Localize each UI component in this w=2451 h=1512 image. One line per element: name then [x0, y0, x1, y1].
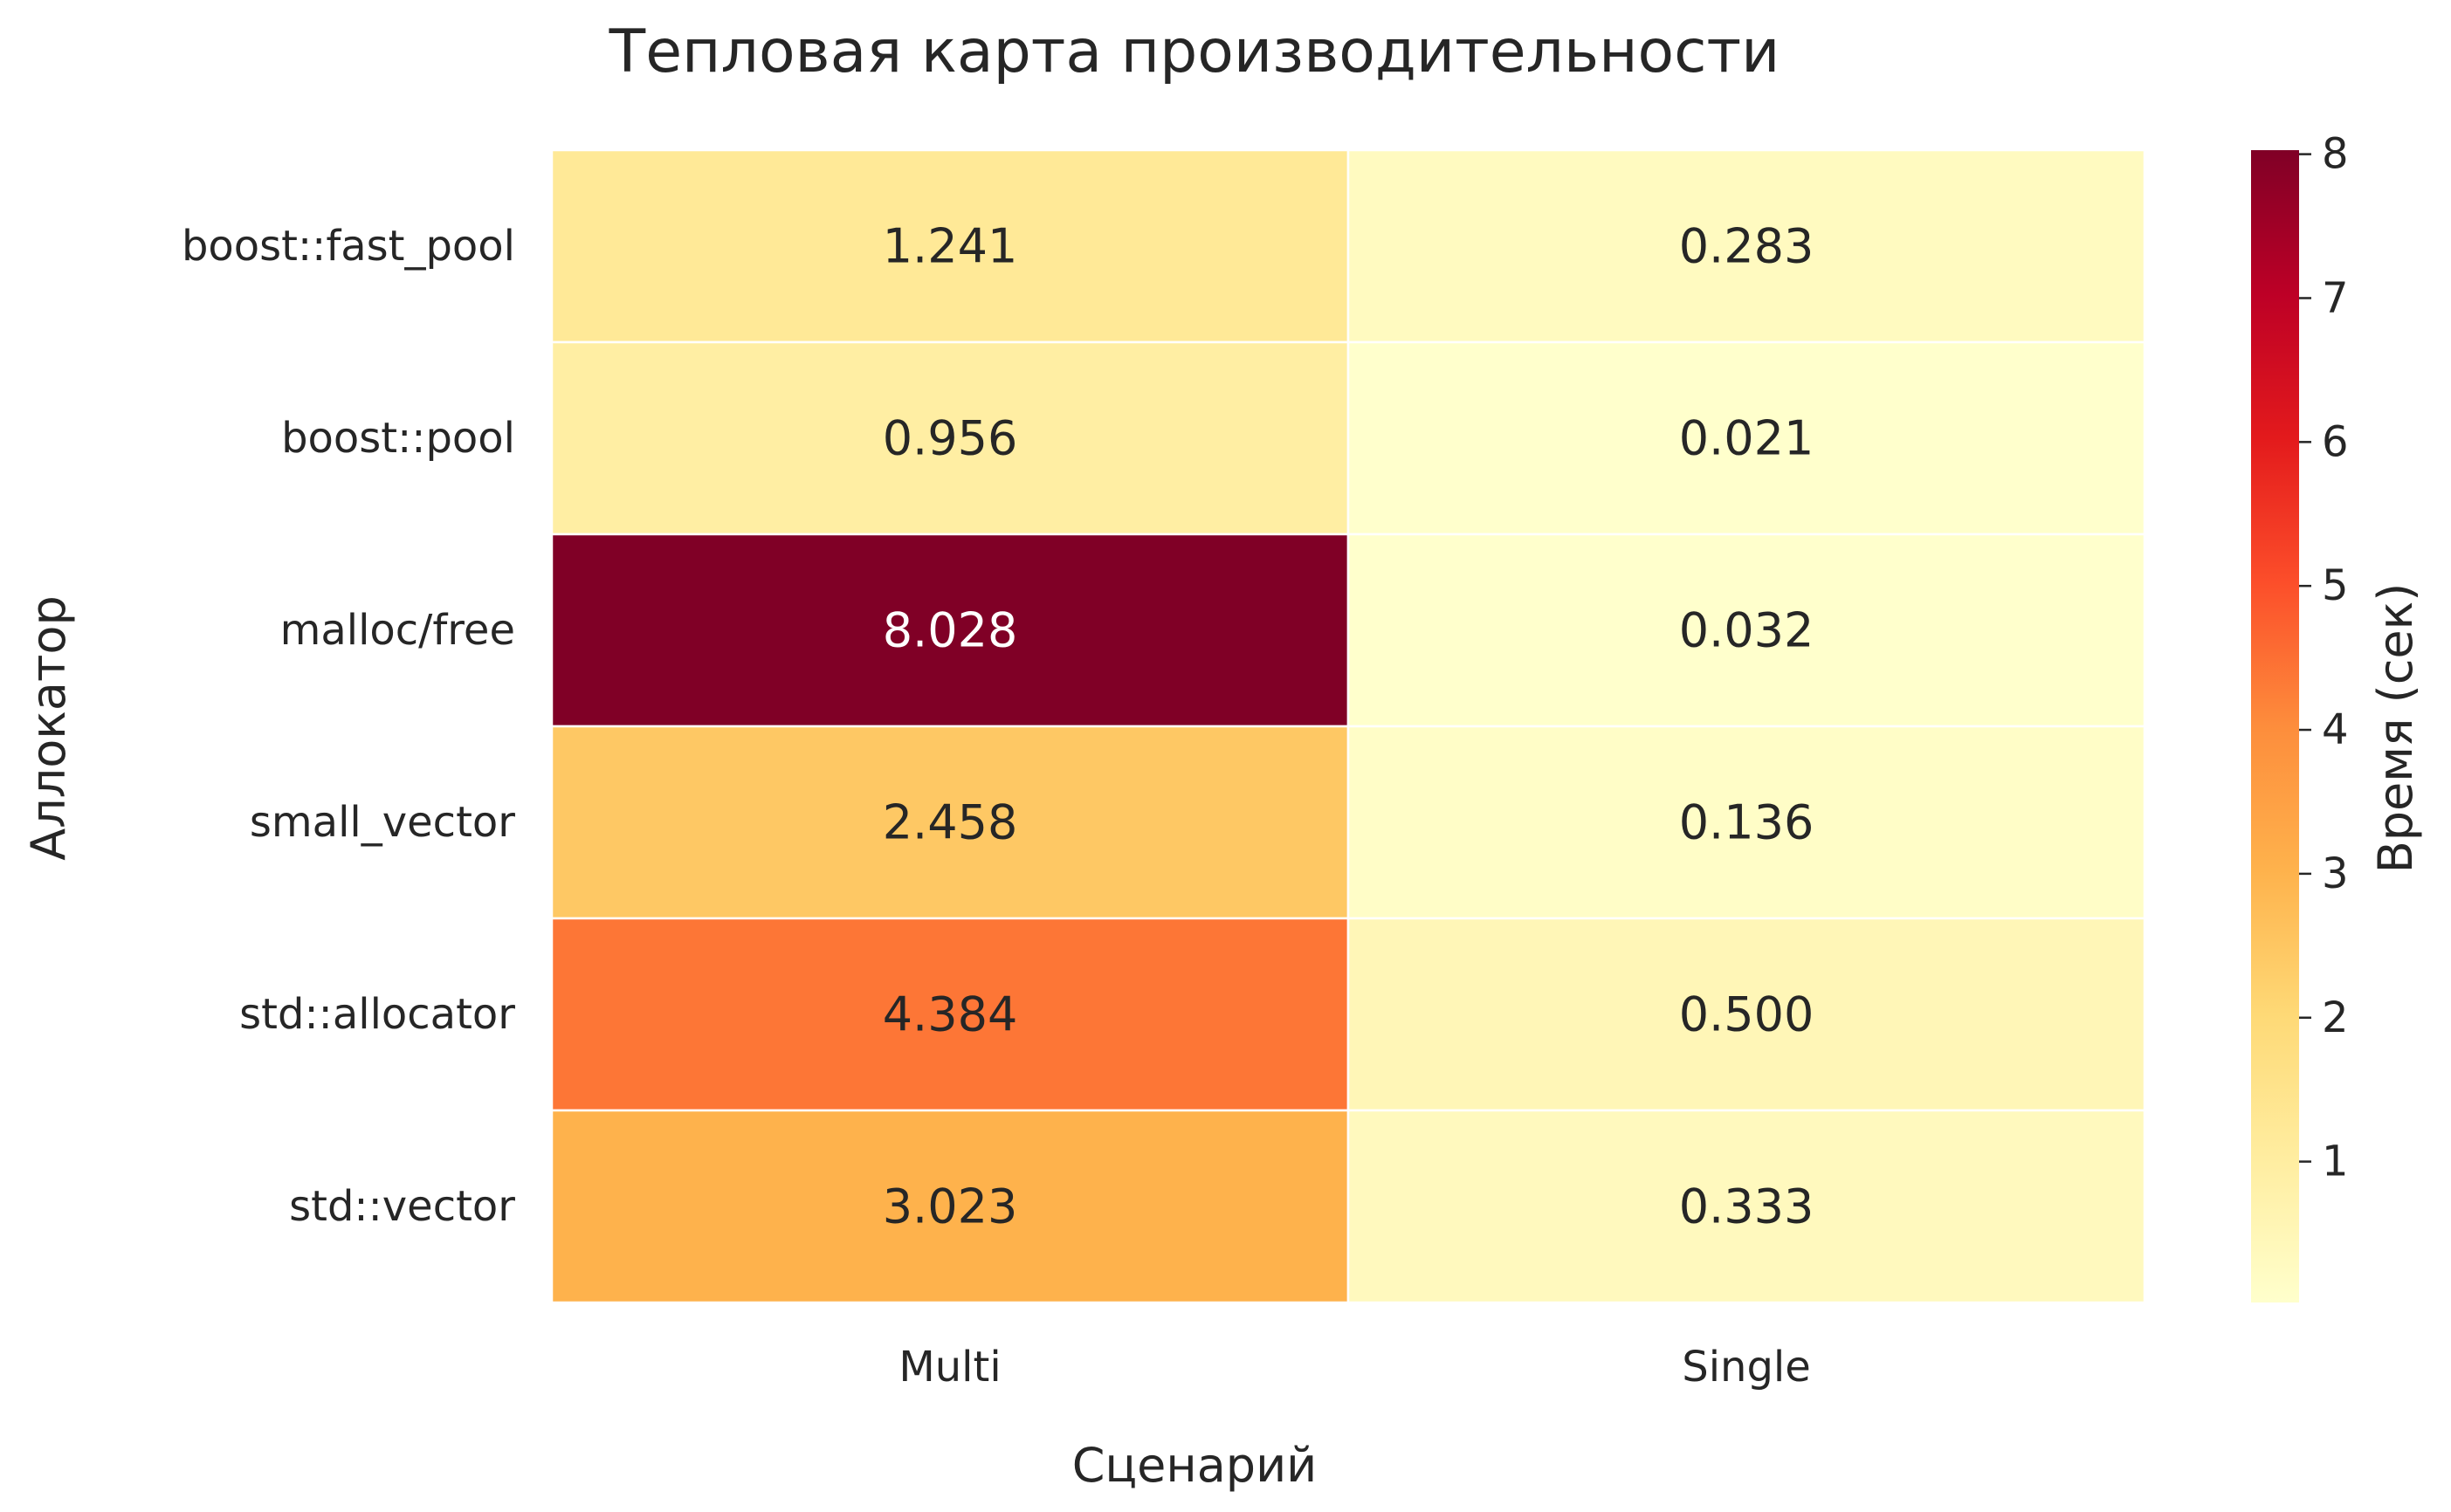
heatmap-cell — [1346, 148, 2146, 344]
cell-value-label: 8.028 — [883, 603, 1018, 658]
y-tick-label: boost::fast_pool — [182, 222, 515, 271]
chart-title: Тепловая карта производительности — [609, 17, 1780, 86]
heatmap-cell — [1346, 533, 2146, 728]
colorbar-tick-label: 3 — [2322, 849, 2349, 898]
heatmap-cell-labels: 1.241 0.283 0.956 0.021 8.028 0.032 2.458 0.136… — [883, 219, 1814, 1234]
cell-value-label: 0.021 — [1679, 411, 1814, 466]
colorbar-label: Время (сек) — [2368, 583, 2423, 874]
y-tick-label: malloc/free — [280, 606, 515, 655]
cell-value-label: 0.500 — [1679, 987, 1814, 1042]
cell-value-label: 0.032 — [1679, 603, 1814, 658]
heatmap-cell — [550, 340, 1350, 536]
y-tick-label: small_vector — [250, 798, 515, 847]
y-tick-label: std::allocator — [239, 990, 515, 1039]
colorbar-tick-label: 5 — [2322, 561, 2349, 610]
colorbar-tick-label: 4 — [2322, 705, 2349, 754]
cell-value-label: 0.956 — [883, 411, 1018, 466]
cell-value-label: 3.023 — [883, 1179, 1018, 1234]
heatmap-cells — [550, 148, 2146, 1304]
colorbar-tick-label: 6 — [2322, 417, 2349, 466]
colorbar-tick-label: 2 — [2322, 993, 2349, 1042]
colorbar-ticks: 1 2 3 4 5 6 7 8 — [2299, 130, 2349, 1186]
colorbar — [2251, 150, 2299, 1302]
y-axis-label: Аллокатор — [21, 595, 76, 861]
colorbar-tick-label: 7 — [2322, 273, 2349, 322]
heatmap-cell — [550, 533, 1350, 728]
x-tick-label: Single — [1682, 1343, 1811, 1392]
cell-value-label: 0.283 — [1679, 219, 1814, 274]
x-tick-label: Multi — [898, 1343, 1001, 1392]
x-tick-labels: Multi Single — [898, 1343, 1810, 1392]
cell-value-label: 0.136 — [1679, 795, 1814, 850]
heatmap-cell — [550, 148, 1350, 344]
colorbar-tick-label: 8 — [2322, 130, 2349, 179]
colorbar-tick-label: 1 — [2322, 1137, 2349, 1186]
x-axis-label: Сценарий — [1072, 1438, 1318, 1493]
heatmap-cell — [1346, 340, 2146, 536]
heatmap-cell — [1346, 917, 2146, 1112]
cell-value-label: 4.384 — [883, 987, 1018, 1042]
heatmap-cell — [1346, 725, 2146, 920]
cell-value-label: 2.458 — [883, 795, 1018, 850]
y-tick-labels: boost::fast_poolboost::poolmalloc/freesm… — [182, 222, 515, 1231]
cell-value-label: 0.333 — [1679, 1179, 1814, 1234]
y-tick-label: boost::pool — [281, 414, 515, 463]
y-tick-label: std::vector — [289, 1182, 515, 1231]
heatmap-cell — [1346, 1109, 2146, 1304]
cell-value-label: 1.241 — [883, 219, 1018, 274]
